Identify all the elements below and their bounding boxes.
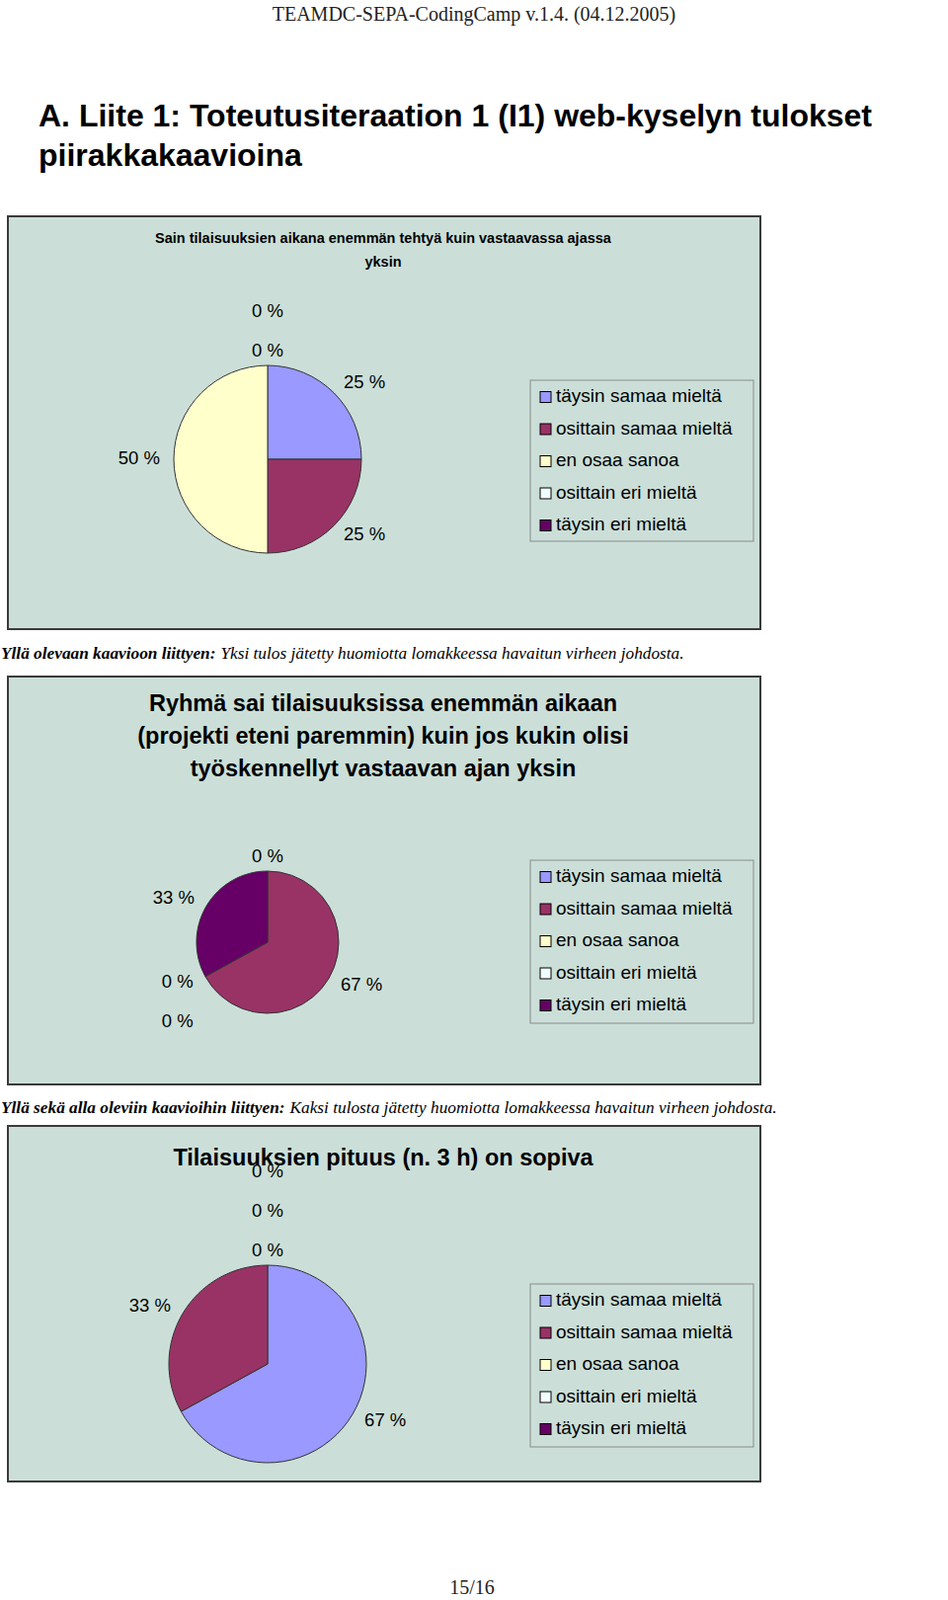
chart-title: Sain tilaisuuksien aikana enemmän tehtyä…: [155, 230, 613, 270]
legend-entry: osittain eri mieltä: [555, 1385, 698, 1407]
legend-swatch: [540, 456, 552, 468]
legend-entry: osittain samaa mieltä: [555, 417, 733, 439]
legend-frame: [530, 380, 754, 542]
legend: täysin samaa mieltä osittain samaa mieltä…: [530, 1283, 754, 1447]
page: TEAMDC-SEPA-CodingCamp v.1.4. (04.12.200…: [0, 0, 948, 1600]
data-label: 67 %: [364, 1409, 406, 1430]
data-label: 0 %: [251, 1160, 284, 1182]
data-label: 67 %: [340, 973, 383, 995]
chart: Ryhmä sai tilaisuuksissa enemmän aikaan (…: [7, 676, 761, 1085]
chart-title-line: yksin: [364, 253, 401, 270]
chart-area: [7, 676, 761, 1085]
pie-slices: [173, 365, 362, 553]
legend-swatch: [540, 871, 552, 883]
chart-title-line: Ryhmä sai tilaisuuksissa enemmän aikaan: [149, 690, 618, 716]
pie-slice: [168, 1264, 268, 1412]
note-label: Yllä olevaan kaavioon liittyen:: [0, 643, 216, 663]
data-label: 0 %: [161, 1010, 194, 1031]
pie-slice: [196, 870, 268, 977]
legend-swatch: [540, 967, 552, 979]
data-label: 25 %: [343, 371, 386, 393]
data-label: 0 %: [251, 1239, 284, 1261]
chart-area: [7, 216, 761, 630]
legend-frame: [530, 1283, 754, 1447]
legend-swatch: [540, 520, 552, 532]
legend-swatch: [540, 936, 552, 948]
legend-entry: osittain samaa mieltä: [555, 897, 733, 919]
page-number: 15/16: [449, 1576, 495, 1598]
note-text: Kaksi tulosta jätetty huomiotta lomakkee…: [289, 1098, 778, 1117]
data-label: 50 %: [118, 447, 160, 469]
page-header: TEAMDC-SEPA-CodingCamp v.1.4. (04.12.200…: [272, 2, 677, 26]
data-label: 0 %: [251, 300, 284, 321]
chart: Tilaisuuksien pituus (n. 3 h) on sopiva 6…: [7, 1125, 761, 1482]
chart-title-line: Sain tilaisuuksien aikana enemmän tehtyä…: [155, 230, 613, 246]
chart-title: Ryhmä sai tilaisuuksissa enemmän aikaan (…: [137, 690, 630, 782]
legend-entry: täysin samaa mieltä: [555, 385, 722, 406]
pie-slice: [173, 365, 268, 553]
legend-swatch: [540, 903, 552, 915]
note-label: Yllä sekä alla oleviin kaavioihin liitty…: [0, 1098, 286, 1117]
legend-frame: [530, 860, 754, 1024]
chart-title: Tilaisuuksien pituus (n. 3 h) on sopiva: [172, 1144, 594, 1171]
legend-entry: täysin eri mieltä: [555, 993, 687, 1015]
legend-swatch: [540, 487, 552, 499]
data-label: 0 %: [251, 339, 284, 361]
note: Yllä sekä alla oleviin kaavioihin liitty…: [0, 1098, 778, 1117]
legend-entry: osittain eri mieltä: [555, 481, 698, 503]
data-label: 25 %: [343, 523, 386, 545]
page-title: piirakkakaavioina: [38, 137, 303, 173]
legend-entry: en osaa sanoa: [555, 1352, 680, 1374]
data-label: 0 %: [161, 970, 194, 992]
legend-entry: osittain eri mieltä: [555, 961, 698, 983]
legend-swatch: [540, 1391, 552, 1403]
pie-slices: [196, 870, 339, 1014]
note-text: Yksi tulos jätetty huomiotta lomakkeessa…: [220, 643, 684, 663]
chart-title-line: (projekti eteni paremmin) kuin jos kukin…: [137, 722, 630, 749]
chart-title-line: työskennellyt vastaavan ajan yksin: [190, 755, 577, 782]
legend-swatch: [540, 1295, 552, 1307]
legend-swatch: [540, 1359, 552, 1371]
legend-swatch: [540, 1327, 552, 1339]
chart-title-line: Tilaisuuksien pituus (n. 3 h) on sopiva: [172, 1144, 594, 1171]
chart-area: [7, 1125, 761, 1482]
legend-entry: täysin eri mieltä: [555, 1417, 687, 1438]
data-label: 0 %: [251, 845, 284, 867]
legend-swatch: [540, 392, 552, 403]
data-label: 0 %: [251, 1199, 284, 1221]
legend-swatch: [540, 1423, 552, 1435]
legend-entry: osittain samaa mieltä: [555, 1321, 733, 1343]
legend-swatch: [540, 423, 552, 435]
legend-entry: en osaa sanoa: [555, 449, 680, 471]
legend-entry: täysin eri mieltä: [555, 513, 687, 535]
legend: täysin samaa mieltä osittain samaa mieltä…: [530, 380, 754, 542]
chart: Sain tilaisuuksien aikana enemmän tehtyä…: [7, 216, 761, 630]
data-label: 33 %: [129, 1294, 171, 1316]
data-label: 33 %: [153, 886, 195, 908]
legend-entry: en osaa sanoa: [555, 929, 680, 950]
legend-entry: täysin samaa mieltä: [555, 1288, 722, 1310]
pie-slices: [168, 1264, 367, 1463]
legend-entry: täysin samaa mieltä: [555, 865, 722, 886]
legend: täysin samaa mieltä osittain samaa mieltä…: [530, 860, 754, 1024]
legend-swatch: [540, 1000, 552, 1012]
page-title: A. Liite 1: Toteutusiteraation 1 (I1) we…: [38, 97, 872, 134]
note: Yllä olevaan kaavioon liittyen:Yksi tulo…: [0, 643, 685, 663]
